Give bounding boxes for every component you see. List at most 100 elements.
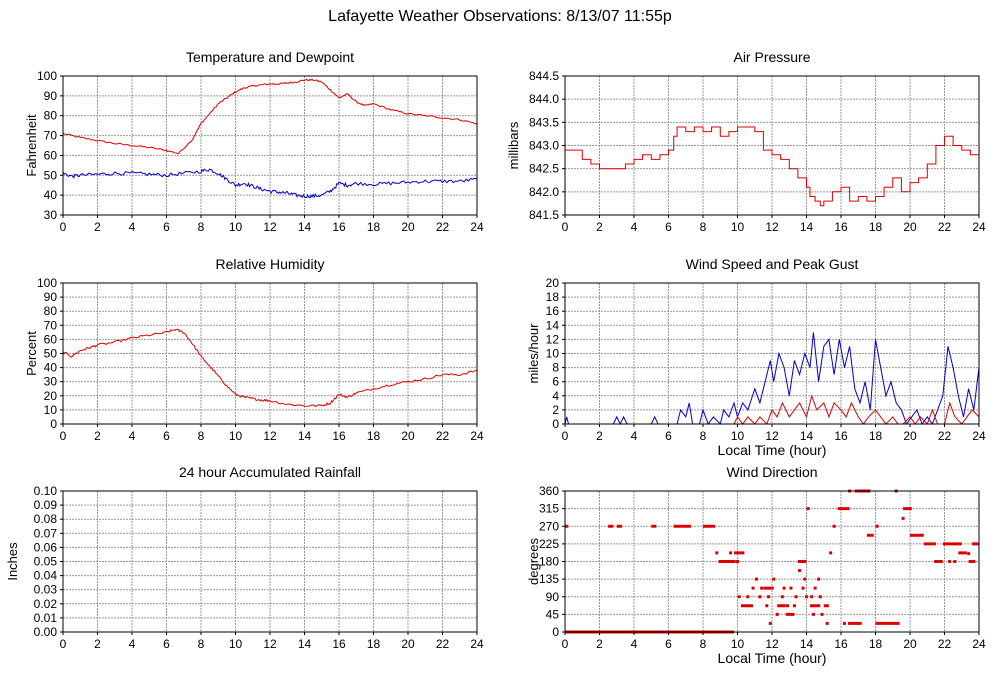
- x-tick-label: 10: [229, 429, 243, 443]
- y-axis-label: Inches: [5, 542, 20, 581]
- x-tick-label: 6: [665, 637, 672, 651]
- direction-point: [805, 595, 808, 599]
- direction-point: [825, 621, 829, 625]
- direction-point: [782, 586, 786, 590]
- y-tick-label: 135: [539, 572, 559, 586]
- series-line-red: [565, 394, 980, 425]
- x-tick-label: 20: [903, 220, 917, 234]
- y-tick-label: 4: [552, 389, 559, 403]
- x-tick-label: 2: [94, 220, 101, 234]
- y-tick-label: 20: [546, 276, 560, 290]
- y-axis-label: Fahrenheit: [24, 114, 39, 177]
- direction-point: [789, 586, 793, 590]
- y-tick-label: 50: [44, 168, 58, 182]
- x-tick-label: 16: [332, 220, 346, 234]
- series-line-red: [62, 78, 478, 155]
- y-tick-label: 40: [44, 188, 58, 202]
- x-tick-label: 22: [938, 220, 952, 234]
- x-tick-label: 10: [731, 429, 745, 443]
- x-tick-label: 22: [436, 637, 450, 651]
- x-tick-label: 0: [562, 220, 569, 234]
- series-line-red: [565, 126, 980, 207]
- direction-point: [746, 595, 750, 599]
- y-tick-label: 40: [44, 361, 58, 375]
- y-tick-label: 2: [552, 403, 559, 417]
- y-tick-label: 844.5: [529, 69, 559, 83]
- y-tick-label: 50: [44, 347, 58, 361]
- x-tick-label: 8: [700, 220, 707, 234]
- x-tick-label: 16: [834, 220, 848, 234]
- x-tick-label: 0: [60, 220, 67, 234]
- direction-point: [806, 507, 810, 511]
- y-tick-label: 70: [44, 318, 58, 332]
- y-tick-label: 844.0: [529, 92, 559, 106]
- direction-point: [736, 560, 739, 563]
- x-tick-label: 8: [198, 637, 205, 651]
- y-axis-label: Percent: [24, 331, 39, 376]
- y-tick-label: 0: [552, 417, 559, 431]
- direction-point: [842, 621, 846, 625]
- y-tick-label: 30: [44, 375, 58, 389]
- chart-title: Temperature and Dewpoint: [186, 49, 354, 65]
- y-tick-label: 360: [539, 484, 559, 498]
- direction-point: [737, 595, 741, 599]
- y-tick-label: 45: [546, 607, 560, 621]
- y-tick-label: 0: [50, 417, 57, 431]
- x-tick-label: 6: [163, 220, 170, 234]
- x-tick-label: 20: [903, 429, 917, 443]
- x-tick-label: 0: [60, 637, 67, 651]
- x-tick-label: 8: [700, 637, 707, 651]
- direction-point: [780, 595, 784, 599]
- y-tick-label: 0.08: [34, 512, 58, 526]
- x-tick-label: 4: [631, 220, 638, 234]
- direction-point: [967, 552, 971, 556]
- x-tick-label: 22: [938, 429, 952, 443]
- x-tick-label: 12: [765, 220, 779, 234]
- x-tick-label: 16: [332, 637, 346, 651]
- x-tick-label: 22: [436, 429, 450, 443]
- y-tick-label: 90: [44, 89, 58, 103]
- y-tick-label: 0.00: [34, 625, 58, 639]
- y-axis-label: millibars: [506, 121, 521, 169]
- y-tick-label: 843.5: [529, 115, 559, 129]
- x-tick-label: 6: [665, 429, 672, 443]
- y-tick-label: 10: [546, 347, 560, 361]
- y-tick-label: 0.09: [34, 498, 58, 512]
- x-tick-label: 14: [800, 637, 814, 651]
- x-tick-label: 14: [800, 429, 814, 443]
- y-tick-label: 90: [44, 290, 58, 304]
- x-tick-label: 16: [332, 429, 346, 443]
- x-tick-label: 10: [731, 220, 745, 234]
- y-tick-label: 0: [552, 625, 559, 639]
- direction-point: [810, 595, 814, 599]
- direction-point: [767, 595, 771, 599]
- y-tick-label: 14: [546, 318, 560, 332]
- x-tick-label: 10: [229, 637, 243, 651]
- x-tick-label: 12: [263, 429, 277, 443]
- x-tick-label: 14: [298, 220, 312, 234]
- y-tick-label: 70: [44, 129, 58, 143]
- y-tick-label: 100: [37, 69, 57, 83]
- x-axis-label: Local Time (hour): [718, 442, 827, 458]
- x-tick-label: 8: [700, 429, 707, 443]
- x-tick-label: 14: [800, 220, 814, 234]
- x-tick-label: 18: [367, 637, 381, 651]
- direction-point: [715, 551, 719, 555]
- x-tick-label: 12: [263, 637, 277, 651]
- direction-point: [760, 586, 764, 590]
- x-tick-label: 4: [129, 220, 136, 234]
- x-tick-label: 24: [470, 429, 484, 443]
- y-tick-label: 841.5: [529, 208, 559, 222]
- x-tick-label: 0: [60, 429, 67, 443]
- y-tick-label: 0.07: [34, 526, 58, 540]
- x-tick-label: 2: [596, 429, 603, 443]
- x-tick-label: 6: [163, 637, 170, 651]
- y-tick-label: 8: [552, 361, 559, 375]
- x-tick-label: 24: [972, 429, 986, 443]
- direction-point: [772, 577, 776, 581]
- x-tick-label: 4: [129, 637, 136, 651]
- y-tick-label: 225: [539, 537, 559, 551]
- direction-point: [832, 524, 836, 528]
